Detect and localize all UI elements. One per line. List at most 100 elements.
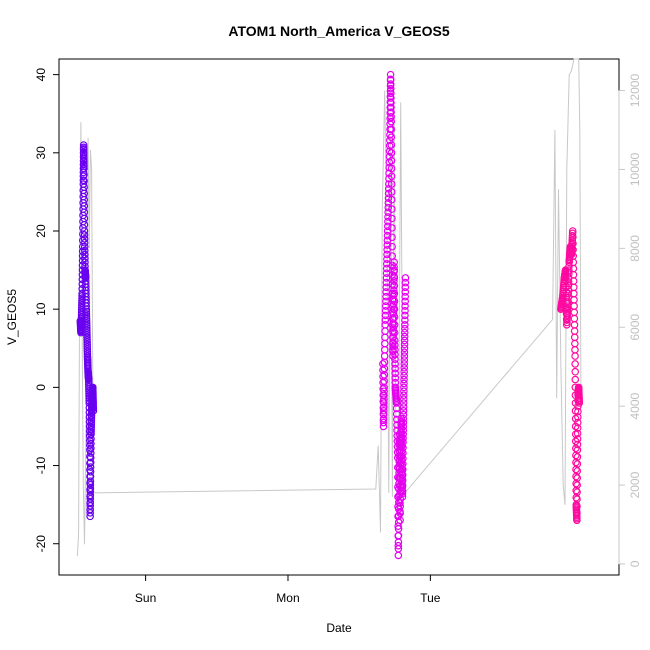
data-point <box>80 227 89 235</box>
data-point <box>87 439 95 448</box>
data-point <box>399 443 407 452</box>
data-point <box>387 172 396 181</box>
data-point <box>563 318 571 327</box>
data-point <box>380 391 388 399</box>
data-point <box>570 333 579 342</box>
data-point <box>398 476 407 485</box>
data-point <box>83 333 91 342</box>
data-point <box>89 388 97 396</box>
data-point <box>390 281 399 290</box>
data-point <box>379 418 388 427</box>
data-point <box>380 346 389 354</box>
data-point <box>565 266 573 274</box>
data-point <box>77 303 86 312</box>
data-point <box>400 352 409 360</box>
data-point <box>390 274 399 282</box>
x-axis: Sun Mon Tue <box>135 574 441 605</box>
data-point <box>382 274 391 282</box>
data-point <box>89 407 98 415</box>
data-point <box>386 80 395 88</box>
data-point <box>390 263 398 271</box>
data-point <box>379 410 388 419</box>
data-point <box>79 150 88 159</box>
data-point <box>82 324 91 332</box>
data-point <box>398 471 407 479</box>
data-point <box>391 355 399 364</box>
y2-tick-label: 0 <box>628 560 642 567</box>
data-point <box>82 312 91 321</box>
y2-tick-label: 12000 <box>628 74 642 108</box>
data-point <box>570 327 579 335</box>
data-point <box>399 438 407 446</box>
data-point <box>400 340 409 349</box>
data-point <box>89 385 97 394</box>
data-point <box>382 264 391 273</box>
data-point <box>387 156 396 165</box>
data-point <box>571 339 579 348</box>
data-point <box>81 254 89 263</box>
data-point <box>78 294 86 303</box>
x-tick-label: Sun <box>135 591 156 605</box>
data-point <box>86 498 95 507</box>
data-point <box>89 395 97 403</box>
data-point <box>387 89 395 98</box>
data-point <box>383 222 392 231</box>
y2-tick-label: 10000 <box>628 152 642 186</box>
data-point <box>81 246 89 255</box>
data-point <box>401 321 409 329</box>
data-point <box>387 117 396 126</box>
data-point <box>399 418 408 427</box>
data-point <box>401 306 409 315</box>
data-point <box>390 266 399 274</box>
data-point <box>390 305 399 313</box>
data-point <box>399 399 408 407</box>
data-point <box>391 364 399 373</box>
data-point <box>573 474 582 482</box>
data-point <box>87 421 96 429</box>
data-point <box>379 422 388 431</box>
data-point <box>86 502 95 510</box>
data-point <box>573 495 581 503</box>
data-point <box>87 409 96 417</box>
data-point <box>384 203 393 212</box>
y-axis: -20 -10 0 10 20 30 40 <box>34 68 60 553</box>
data-point <box>387 141 396 149</box>
data-point <box>573 446 582 454</box>
data-point <box>565 262 573 270</box>
data-point <box>86 487 95 496</box>
data-point <box>568 236 577 245</box>
data-point <box>388 224 396 232</box>
data-point <box>398 465 407 474</box>
data-point <box>564 278 573 286</box>
data-point <box>80 238 89 247</box>
data-point <box>87 428 95 436</box>
data-point <box>89 392 97 401</box>
data-point <box>401 278 410 287</box>
data-point <box>86 458 95 467</box>
data-point <box>400 375 408 384</box>
data-point <box>563 304 572 313</box>
data-point <box>399 410 408 419</box>
data-point <box>381 311 390 320</box>
data-point <box>574 407 582 416</box>
data-point <box>572 444 580 453</box>
data-point <box>388 205 396 213</box>
data-point <box>397 414 406 423</box>
data-point <box>390 297 399 306</box>
data-point <box>82 310 91 318</box>
data-point <box>392 404 401 413</box>
data-point <box>80 242 89 251</box>
data-point <box>400 356 409 364</box>
data-point <box>389 300 398 309</box>
data-point <box>574 413 582 421</box>
data-point <box>391 350 399 359</box>
data-point <box>87 423 96 432</box>
data-point <box>86 491 95 500</box>
data-point <box>79 176 88 184</box>
data-point <box>388 214 396 223</box>
data-point <box>396 509 404 518</box>
data-point <box>83 326 91 335</box>
data-point <box>87 444 95 453</box>
y-tick-label: -20 <box>34 535 48 553</box>
